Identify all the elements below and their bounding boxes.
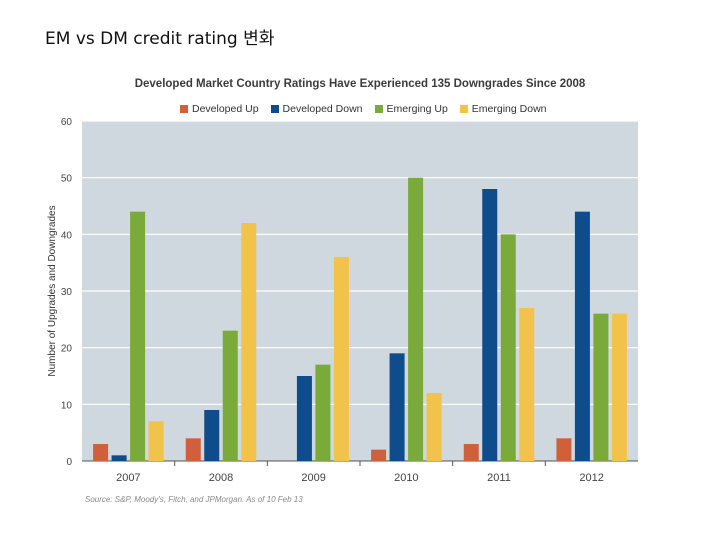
legend-item-emerging-up: Emerging Up bbox=[374, 103, 448, 115]
legend-label-emerging-up: Emerging Up bbox=[386, 103, 448, 115]
bar-emerging-up-2008 bbox=[222, 330, 238, 461]
bar-developed-up-2010 bbox=[371, 449, 387, 461]
legend-swatch-developed-down bbox=[270, 105, 279, 113]
bar-developed-down-2009 bbox=[296, 376, 312, 461]
bar-developed-down-2011 bbox=[482, 189, 498, 461]
bar-developed-up-2008 bbox=[185, 438, 201, 461]
x-tick-label: 2011 bbox=[487, 472, 511, 484]
bar-emerging-down-2012 bbox=[611, 313, 627, 461]
bar-developed-up-2007 bbox=[93, 444, 109, 461]
legend-swatch-developed-up bbox=[180, 105, 188, 113]
bar-developed-down-2012 bbox=[574, 211, 590, 461]
chart-source: Source: S&P, Moody's, Fitch, and JPMorga… bbox=[85, 495, 303, 504]
y-tick-label: 40 bbox=[61, 230, 73, 241]
bar-emerging-down-2010 bbox=[426, 393, 442, 461]
y-axis-label: Number of Upgrades and Downgrades bbox=[47, 205, 58, 376]
bar-developed-down-2007 bbox=[111, 455, 127, 461]
bar-emerging-down-2008 bbox=[241, 223, 257, 461]
y-tick-label: 50 bbox=[61, 174, 73, 185]
y-tick-label: 0 bbox=[66, 457, 72, 468]
legend-item-developed-down: Developed Down bbox=[270, 103, 363, 115]
x-tick-label: 2009 bbox=[301, 472, 325, 484]
legend-swatch-emerging-up bbox=[374, 105, 383, 113]
bar-developed-down-2008 bbox=[204, 410, 220, 461]
bar-developed-up-2011 bbox=[463, 444, 479, 461]
legend-label-developed-down: Developed Down bbox=[282, 103, 363, 115]
x-tick-label: 2008 bbox=[209, 472, 233, 484]
x-tick-label: 2007 bbox=[116, 472, 140, 484]
y-tick-label: 30 bbox=[61, 287, 73, 298]
legend-item-emerging-down: Emerging Down bbox=[459, 103, 547, 115]
y-tick-label: 20 bbox=[61, 344, 73, 355]
bar-emerging-down-2009 bbox=[333, 257, 349, 461]
legend-item-developed-up: Developed Up bbox=[180, 103, 259, 115]
bar-emerging-down-2011 bbox=[519, 308, 535, 461]
y-tick-label: 60 bbox=[61, 117, 73, 128]
x-tick-label: 2010 bbox=[394, 472, 418, 484]
bar-emerging-up-2009 bbox=[315, 364, 331, 461]
chart-legend: Developed Up Developed Down Emerging Up … bbox=[180, 103, 547, 115]
bar-emerging-down-2007 bbox=[148, 421, 164, 461]
bar-developed-up-2012 bbox=[556, 438, 572, 461]
bar-emerging-up-2012 bbox=[593, 313, 609, 461]
slide-title: EM vs DM credit rating 변화 bbox=[45, 29, 275, 49]
bar-emerging-up-2010 bbox=[408, 177, 424, 461]
legend-swatch-emerging-down bbox=[459, 105, 468, 113]
bar-developed-down-2010 bbox=[389, 353, 405, 461]
bar-emerging-up-2011 bbox=[500, 234, 516, 461]
bar-emerging-up-2007 bbox=[130, 211, 146, 461]
legend-label-emerging-down: Emerging Down bbox=[471, 103, 547, 115]
x-tick-label: 2012 bbox=[579, 472, 603, 484]
legend-label-developed-up: Developed Up bbox=[192, 103, 259, 115]
y-tick-label: 10 bbox=[61, 400, 73, 411]
chart-title: Developed Market Country Ratings Have Ex… bbox=[134, 78, 586, 90]
